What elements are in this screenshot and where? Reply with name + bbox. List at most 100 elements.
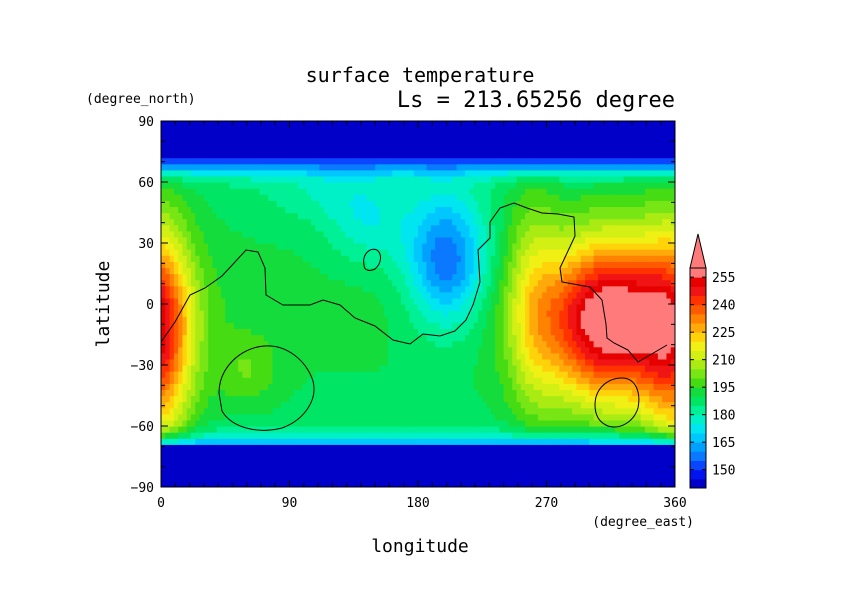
field-cell: [422, 474, 428, 482]
field-cell: [173, 230, 179, 238]
field-cell: [623, 413, 629, 421]
field-cell: [657, 450, 663, 458]
field-cell: [602, 365, 608, 372]
field-cell: [593, 304, 599, 311]
field-cell: [186, 297, 192, 305]
field-cell: [216, 419, 222, 427]
field-cell: [636, 377, 642, 384]
field-cell: [507, 474, 513, 482]
field-cell: [606, 395, 612, 403]
field-cell: [529, 377, 535, 384]
field-cell: [439, 334, 445, 342]
field-cell: [405, 395, 411, 403]
field-cell: [225, 444, 231, 451]
field-cell: [173, 346, 179, 354]
field-cell: [636, 480, 642, 487]
field-cell: [246, 255, 252, 262]
field-cell: [178, 389, 184, 397]
field-cell: [242, 413, 248, 421]
field-cell: [216, 243, 222, 250]
field-cell: [486, 334, 492, 342]
field-cell: [486, 401, 492, 409]
field-cell: [199, 456, 205, 464]
field-cell: [619, 236, 625, 244]
field-cell: [323, 413, 329, 421]
field-cell: [495, 328, 500, 336]
field-cell: [422, 285, 428, 293]
field-cell: [298, 426, 303, 433]
field-cell: [289, 346, 295, 354]
field-cell: [340, 279, 346, 287]
field-cell: [580, 340, 586, 348]
field-cell: [161, 395, 166, 403]
field-cell: [576, 401, 582, 409]
field-cell: [383, 468, 389, 476]
field-cell: [439, 291, 445, 299]
field-cell: [597, 389, 603, 397]
field-cell: [250, 462, 256, 470]
y-unit-label: (degree_north): [86, 92, 196, 107]
field-cell: [238, 468, 243, 476]
field-cell: [452, 419, 458, 427]
field-cell: [293, 456, 299, 464]
field-cell: [268, 438, 273, 445]
field-cell: [233, 346, 239, 354]
field-cell: [507, 450, 513, 458]
field-cell: [250, 328, 256, 336]
field-cell: [567, 358, 573, 366]
field-cell: [657, 444, 663, 451]
field-cell: [507, 316, 513, 323]
field-cell: [336, 377, 342, 384]
field-cell: [589, 462, 595, 470]
field-cell: [670, 261, 675, 268]
field-cell: [319, 328, 325, 336]
field-cell: [400, 261, 406, 268]
field-cell: [195, 413, 201, 421]
field-cell: [190, 261, 196, 268]
field-cell: [636, 310, 642, 317]
field-cell: [589, 419, 595, 427]
field-cell: [362, 365, 368, 372]
field-cell: [597, 352, 603, 360]
field-cell: [657, 462, 663, 470]
field-cell: [499, 426, 505, 433]
field-cell: [426, 236, 432, 244]
field-cell: [546, 395, 552, 403]
field-cell: [366, 316, 372, 323]
field-cell: [238, 310, 243, 317]
field-cell: [208, 267, 213, 275]
field-cell: [555, 322, 560, 329]
field-cell: [375, 395, 381, 403]
field-cell: [585, 377, 590, 384]
field-cell: [576, 462, 582, 470]
field-cell: [306, 432, 312, 439]
field-cell: [430, 432, 436, 439]
field-cell: [405, 346, 411, 354]
field-cell: [315, 267, 321, 275]
field-cell: [302, 249, 308, 256]
field-cell: [615, 297, 620, 305]
field-cell: [490, 255, 496, 262]
field-cell: [426, 273, 432, 281]
field-cell: [576, 279, 582, 287]
field-cell: [503, 413, 509, 421]
field-cell: [383, 310, 389, 317]
field-cell: [649, 462, 655, 470]
field-cell: [602, 358, 608, 366]
field-cell: [623, 426, 629, 433]
field-cell: [520, 365, 526, 372]
field-cell: [533, 450, 539, 458]
field-cell: [589, 480, 595, 487]
field-cell: [225, 371, 231, 378]
field-cell: [212, 426, 218, 433]
field-cell: [546, 438, 552, 445]
field-cell: [606, 444, 612, 451]
field-cell: [645, 310, 650, 317]
field-cell: [289, 243, 295, 250]
field-cell: [499, 236, 505, 244]
field-cell: [516, 267, 522, 275]
field-cell: [516, 352, 522, 360]
field-cell: [418, 395, 423, 403]
field-cell: [212, 383, 218, 390]
field-cell: [619, 291, 625, 299]
